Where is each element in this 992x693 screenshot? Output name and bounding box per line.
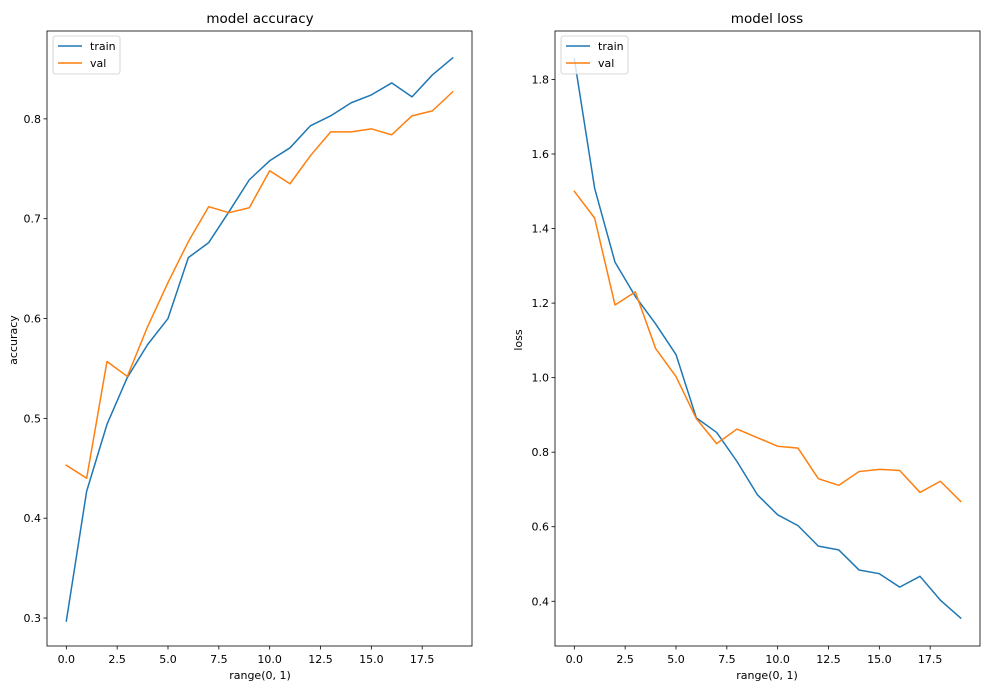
x-tick-label: 12.5 xyxy=(308,653,333,666)
series-line-val xyxy=(573,190,962,503)
legend: train val xyxy=(52,35,121,75)
x-tick-label: 2.5 xyxy=(616,653,634,666)
y-tick-label: 0.5 xyxy=(24,412,42,425)
y-tick-label: 0.4 xyxy=(24,512,42,525)
chart-title: model loss xyxy=(731,11,803,27)
x-tick-label: 15.0 xyxy=(359,653,384,666)
x-tick-label: 17.5 xyxy=(410,653,435,666)
y-tick-label: 1.4 xyxy=(532,223,550,236)
accuracy-chart: model accuracy 0.0 2.5 5.0 7.5 10.0 12.5 15.0 1… xyxy=(7,11,473,682)
y-tick-label: 1.6 xyxy=(532,148,550,161)
y-tick-label: 1.0 xyxy=(532,372,550,385)
x-tick-label: 15.0 xyxy=(867,653,892,666)
plot-area: 0.0 2.5 5.0 7.5 10.0 12.5 15.0 17.5 0.3 0.4 0.5 0.6… xyxy=(24,30,473,666)
x-axis-label: range(0, 1) xyxy=(736,669,798,682)
y-tick-label: 0.4 xyxy=(532,595,550,608)
y-axis-label: accuracy xyxy=(7,315,20,365)
x-tick-label: 10.0 xyxy=(257,653,282,666)
x-tick-label: 7.5 xyxy=(718,653,736,666)
series-line-val xyxy=(65,90,454,480)
y-tick-label: 1.8 xyxy=(532,73,550,86)
x-tick-label: 10.0 xyxy=(765,653,790,666)
x-tick-label: 7.5 xyxy=(210,653,228,666)
y-tick-label: 1.2 xyxy=(532,297,550,310)
axes-frame xyxy=(554,30,981,647)
x-tick-label: 5.0 xyxy=(159,653,177,666)
y-tick-label: 0.8 xyxy=(532,446,550,459)
x-tick-label: 0.0 xyxy=(58,653,76,666)
x-tick-label: 2.5 xyxy=(108,653,126,666)
legend-label-val: val xyxy=(90,57,106,70)
plot-area: 0.0 2.5 5.0 7.5 10.0 12.5 15.0 17.5 0.4 0.6 0.8 1.0… xyxy=(532,30,981,666)
legend-label-train: train xyxy=(598,40,624,53)
y-tick-label: 0.3 xyxy=(24,612,42,625)
y-tick-label: 0.6 xyxy=(24,313,42,326)
x-tick-label: 5.0 xyxy=(667,653,685,666)
y-tick-label: 0.6 xyxy=(532,521,550,534)
y-tick-label: 0.7 xyxy=(24,213,42,226)
axes-frame xyxy=(46,30,473,647)
x-tick-label: 17.5 xyxy=(918,653,943,666)
y-tick-label: 0.8 xyxy=(24,113,42,126)
legend-label-train: train xyxy=(90,40,116,53)
legend-label-val: val xyxy=(598,57,614,70)
chart-title: model accuracy xyxy=(206,11,313,27)
x-axis-label: range(0, 1) xyxy=(229,669,291,682)
series-line-train xyxy=(65,56,454,622)
legend: train val xyxy=(560,35,629,75)
x-tick-label: 12.5 xyxy=(816,653,841,666)
x-tick-label: 0.0 xyxy=(566,653,584,666)
y-axis-label: loss xyxy=(512,329,525,351)
loss-chart: model loss 0.0 2.5 5.0 7.5 10.0 12.5 15.0 17.50… xyxy=(512,11,981,682)
